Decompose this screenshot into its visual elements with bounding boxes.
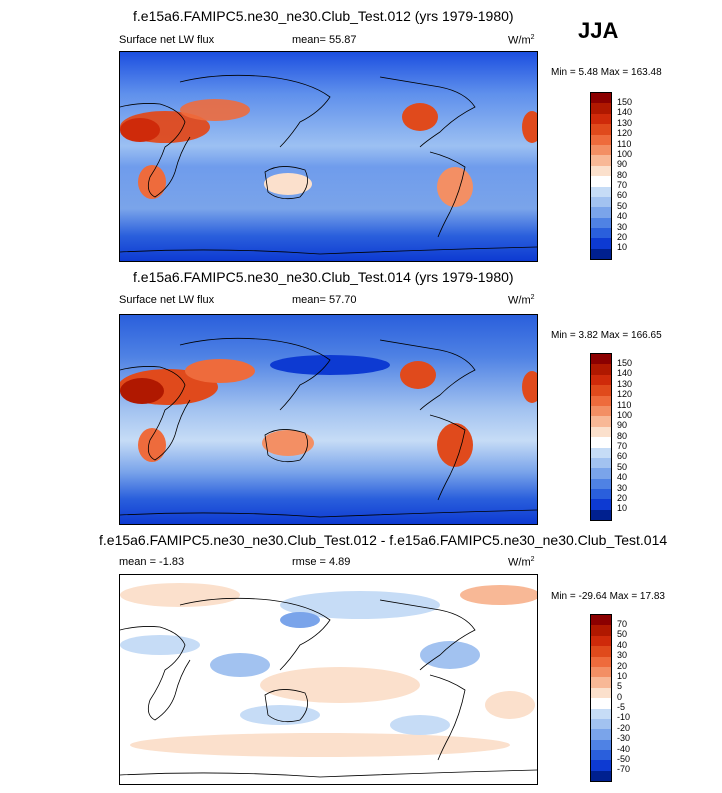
panel1-tick: 20 xyxy=(617,232,628,242)
panel2-tick: 90 xyxy=(617,420,628,430)
panel2-minmax: Min = 3.82 Max = 166.65 xyxy=(551,330,662,341)
panel2-tick: 60 xyxy=(617,451,628,461)
panel3-tick: 10 xyxy=(617,671,628,681)
panel2-tick: 140 xyxy=(617,368,633,378)
panel3-tick: 5 xyxy=(617,681,623,691)
panel3-map-svg xyxy=(120,575,537,784)
panel3-tick: 0 xyxy=(617,692,623,702)
panel1-mean-label: mean= 55.87 xyxy=(292,34,357,46)
panel3-title: f.e15a6.FAMIPC5.ne30_ne30.Club_Test.012 … xyxy=(99,532,668,548)
panel1-tick: 100 xyxy=(617,149,633,159)
panel1-tick: 140 xyxy=(617,107,633,117)
panel2-tick: 30 xyxy=(617,483,628,493)
panel3-tick: 20 xyxy=(617,661,628,671)
panel2-tick: 130 xyxy=(617,379,633,389)
panel3-tick: 50 xyxy=(617,629,628,639)
panel3-map xyxy=(119,574,538,785)
panel1-tick: 30 xyxy=(617,222,628,232)
panel1-tick: 50 xyxy=(617,201,628,211)
panel3-tick: -70 xyxy=(617,764,631,774)
panel2-tick: 110 xyxy=(617,400,632,410)
panel1-tick: 120 xyxy=(617,128,633,138)
panel1-tick: 70 xyxy=(617,180,628,190)
panel1-tick: 40 xyxy=(617,211,628,221)
panel1-colorbar xyxy=(590,92,612,260)
panel1-tick: 110 xyxy=(617,139,632,149)
panel2-tick: 50 xyxy=(617,462,628,472)
panel3-colorbar xyxy=(590,614,612,782)
panel1-map-svg xyxy=(120,52,537,261)
panel1-tick: 60 xyxy=(617,190,628,200)
panel2-map-svg xyxy=(120,315,537,524)
panel2-colorbar xyxy=(590,353,612,521)
panel1-minmax: Min = 5.48 Max = 163.48 xyxy=(551,67,662,78)
panel2-tick: 80 xyxy=(617,431,628,441)
panel1-tick: 130 xyxy=(617,118,633,128)
panel3-tick: -50 xyxy=(617,754,631,764)
panel1-tick: 150 xyxy=(617,97,633,107)
panel2-tick: 100 xyxy=(617,410,633,420)
panel2-tick: 120 xyxy=(617,389,633,399)
panel3-tick: -40 xyxy=(617,744,631,754)
panel3-minmax: Min = -29.64 Max = 17.83 xyxy=(551,591,665,602)
panel3-mean-label: mean = -1.83 xyxy=(119,556,185,568)
panel1-variable-label: Surface net LW flux xyxy=(119,34,215,46)
panel2-tick: 70 xyxy=(617,441,628,451)
panel3-tick: -10 xyxy=(617,712,631,722)
panel2-variable-label: Surface net LW flux xyxy=(119,294,215,306)
panel2-map xyxy=(119,314,538,525)
panel1-tick: 90 xyxy=(617,159,628,169)
panel1-tick: 80 xyxy=(617,170,628,180)
panel2-tick: 20 xyxy=(617,493,628,503)
panel2-title: f.e15a6.FAMIPC5.ne30_ne30.Club_Test.014 … xyxy=(133,269,514,285)
panel3-tick: -30 xyxy=(617,733,631,743)
panel1-units: W/m2 xyxy=(508,34,535,47)
panel2-mean-label: mean= 57.70 xyxy=(292,294,357,306)
panel2-tick: 150 xyxy=(617,358,633,368)
panel1-title: f.e15a6.FAMIPC5.ne30_ne30.Club_Test.012 … xyxy=(133,8,514,24)
panel2-tick: 10 xyxy=(617,503,628,513)
season-label: JJA xyxy=(578,18,619,43)
panel1-tick: 10 xyxy=(617,242,628,252)
panel3-tick: -20 xyxy=(617,723,631,733)
panel2-tick: 40 xyxy=(617,472,628,482)
panel1-map xyxy=(119,51,538,262)
panel3-tick: -5 xyxy=(617,702,626,712)
panel3-rmse-label: rmse = 4.89 xyxy=(292,556,351,568)
panel3-tick: 40 xyxy=(617,640,628,650)
panel3-tick: 70 xyxy=(617,619,628,629)
panel3-units: W/m2 xyxy=(508,556,535,569)
panel3-tick: 30 xyxy=(617,650,628,660)
panel2-units: W/m2 xyxy=(508,294,535,307)
